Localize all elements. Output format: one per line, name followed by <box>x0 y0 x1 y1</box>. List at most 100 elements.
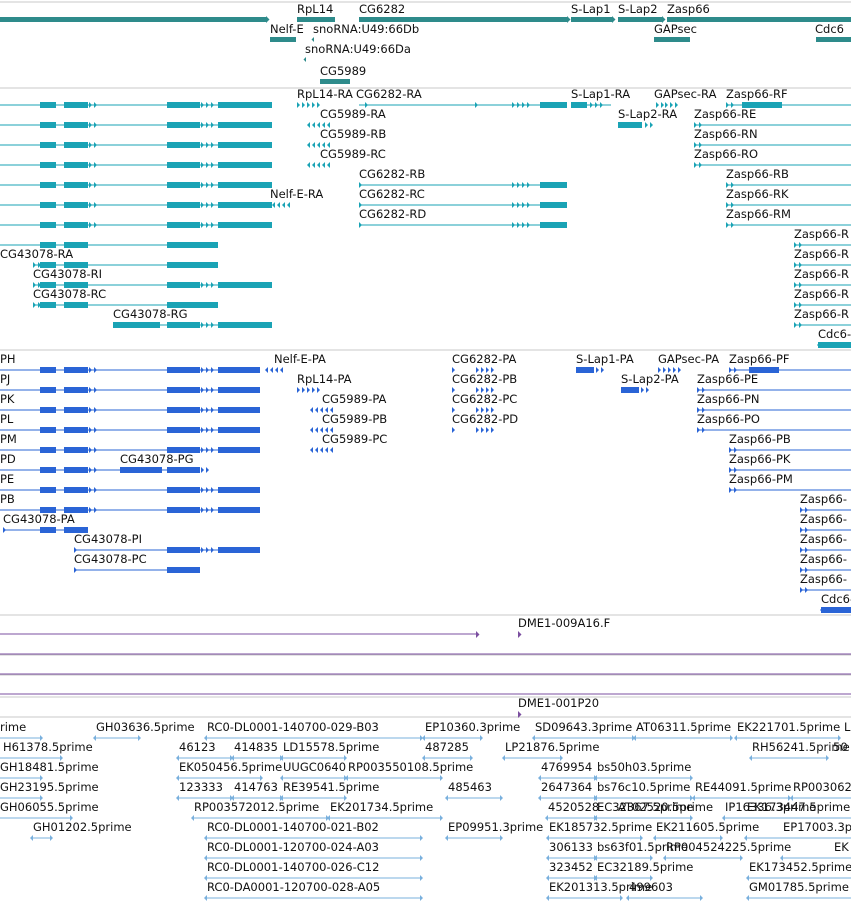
est-label[interactable]: RE39541.5prime <box>283 780 379 794</box>
est-label[interactable]: GH06055.5prime <box>0 800 99 814</box>
transcript-label[interactable]: Zasp66-RM <box>726 207 791 221</box>
est-label[interactable]: GH23195.5prime <box>0 780 99 794</box>
est-label[interactable]: UUGC0640 <box>283 760 346 774</box>
transcript-label[interactable]: S-Lap1-RA <box>571 87 630 101</box>
protein-label[interactable]: Zasp66-PB <box>729 432 791 446</box>
gene-label-cg5989[interactable]: CG5989 <box>320 64 366 78</box>
est-label[interactable]: LD15578.5prime <box>283 740 379 754</box>
est-label[interactable]: RP003550108.5prime <box>348 760 473 774</box>
est-label[interactable]: GH18481.5prime <box>0 760 99 774</box>
transcript-label[interactable]: RpL14-RA <box>297 87 353 101</box>
est-label[interactable]: RP003062 <box>793 780 851 794</box>
protein-label[interactable]: Zasp66-PN <box>697 392 760 406</box>
est-label[interactable]: EK201734.5prime <box>330 800 433 814</box>
est-label[interactable]: EK173447.5prime <box>747 800 850 814</box>
protein-label[interactable]: CG5989-PC <box>322 432 387 446</box>
est-label[interactable]: GH01202.5prime <box>33 820 132 834</box>
est-label[interactable]: 4769954 <box>541 760 592 774</box>
est-label[interactable]: bs63f01.5prime <box>597 840 688 854</box>
gene-label-snorna-66da[interactable]: snoRNA:U49:66Da <box>305 42 411 56</box>
est-label[interactable]: EC32189.5prime <box>597 860 693 874</box>
est-label[interactable]: RC0-DL0001-140700-021-B02 <box>207 820 379 834</box>
transcript-label[interactable]: CG5989-RB <box>320 127 386 141</box>
protein-label[interactable]: Zasp66- <box>800 552 847 566</box>
est-label[interactable]: 485463 <box>448 780 492 794</box>
est-label[interactable]: AT02520.5prime <box>618 800 713 814</box>
est-label[interactable]: 123333 <box>179 780 223 794</box>
protein-label[interactable]: CG6282-PB <box>452 372 517 386</box>
protein-label[interactable]: RpL14-PA <box>297 372 352 386</box>
transcript-label[interactable]: CG6282-RA <box>356 87 422 101</box>
protein-label[interactable]: CG5989-PA <box>322 392 387 406</box>
transcript-label[interactable]: Zasp66-RB <box>726 167 789 181</box>
transcript-label[interactable]: Zasp66-R <box>794 227 849 241</box>
protein-label[interactable]: Nelf-E-PA <box>274 352 326 366</box>
transcript-label[interactable]: Zasp66-R <box>794 287 849 301</box>
transcript-label[interactable]: Zasp66-R <box>794 307 849 321</box>
transcript-label[interactable]: CG43078-RC <box>33 287 106 301</box>
est-label[interactable]: 487285 <box>425 740 469 754</box>
est-label[interactable]: RH56241.5prime <box>752 740 850 754</box>
est-label[interactable]: RP003572012.5prime <box>194 800 319 814</box>
est-label[interactable]: RC0-DL0001-140700-029-B03 <box>207 720 379 734</box>
protein-label[interactable]: Zasp66-PE <box>697 372 758 386</box>
protein-label[interactable]: CG43078-PA <box>3 512 75 526</box>
est-label[interactable]: EK173452.5prime <box>749 860 851 874</box>
protein-label[interactable]: S-Lap2-PA <box>621 372 679 386</box>
gene-label-snorna-66db[interactable]: snoRNA:U49:66Db <box>313 22 419 36</box>
protein-label[interactable]: GAPsec-PA <box>658 352 719 366</box>
protein-label[interactable]: Zasp66-PK <box>729 452 791 466</box>
protein-label[interactable]: CG6282-PD <box>452 412 518 426</box>
transcript-label[interactable]: Zasp66-RE <box>694 107 756 121</box>
transcript-label[interactable]: CG6282-RC <box>359 187 425 201</box>
protein-label[interactable]: Zasp66-PF <box>729 352 790 366</box>
transcript-label[interactable]: CG43078-RG <box>113 307 188 321</box>
transcript-label[interactable]: Zasp66-R <box>794 247 849 261</box>
transcript-label[interactable]: CG6282-RD <box>359 207 426 221</box>
protein-label[interactable]: Cdc6- <box>821 592 851 606</box>
protein-label[interactable]: PE <box>0 472 14 486</box>
est-label[interactable]: 323452 <box>549 860 593 874</box>
est-label[interactable]: GH03636.5prime <box>96 720 195 734</box>
est-label[interactable]: EK <box>834 840 849 854</box>
gene-label-cdc6[interactable]: Cdc6 <box>815 22 844 36</box>
clone-label[interactable]: DME1-009A16.F <box>518 616 610 630</box>
est-label[interactable]: 2647364 <box>541 780 592 794</box>
est-label[interactable]: RP004524225.5prime <box>666 840 791 854</box>
est-label[interactable]: H61378.5prime <box>3 740 93 754</box>
gene-label-zasp66[interactable]: Zasp66 <box>667 2 710 16</box>
est-label[interactable]: bs76c10.5prime <box>597 780 690 794</box>
est-label[interactable]: SD09643.3prime <box>535 720 632 734</box>
transcript-label[interactable]: Nelf-E-RA <box>270 187 323 201</box>
transcript-label[interactable]: GAPsec-RA <box>654 87 717 101</box>
protein-label[interactable]: CG6282-PC <box>452 392 517 406</box>
protein-label[interactable]: PM <box>0 432 17 446</box>
protein-label[interactable]: Zasp66- <box>800 572 847 586</box>
protein-label[interactable]: CG5989-PB <box>322 412 387 426</box>
est-label[interactable]: RC0-DL0001-140700-026-C12 <box>207 860 379 874</box>
transcript-label[interactable]: CG5989-RA <box>320 107 386 121</box>
transcript-label[interactable]: CG6282-RB <box>359 167 425 181</box>
transcript-label[interactable]: S-Lap2-RA <box>618 107 677 121</box>
transcript-label[interactable]: CG43078-RA <box>0 247 73 261</box>
est-label[interactable]: EK050456.5prime <box>179 760 282 774</box>
protein-label[interactable]: CG43078-PG <box>120 452 194 466</box>
est-label[interactable]: 50 <box>833 740 848 754</box>
est-label[interactable]: EC32367.5prime <box>597 800 693 814</box>
transcript-label[interactable]: CG5989-RC <box>320 147 386 161</box>
protein-label[interactable]: Zasp66- <box>800 532 847 546</box>
est-label[interactable]: RC0-DL0001-120700-024-A03 <box>207 840 379 854</box>
protein-label[interactable]: Zasp66-PO <box>697 412 760 426</box>
est-label[interactable]: GM01785.5prime <box>749 880 849 894</box>
protein-label[interactable]: CG43078-PI <box>74 532 142 546</box>
est-label[interactable]: 4520528 <box>548 800 599 814</box>
clone-label[interactable]: DME1-001P20 <box>518 696 599 710</box>
est-label[interactable]: EK185732.5prime <box>549 820 652 834</box>
est-label[interactable]: IP16336.3prime <box>725 800 816 814</box>
gene-label-s-lap2[interactable]: S-Lap2 <box>618 2 658 16</box>
est-label[interactable]: EK221701.5prime <box>737 720 840 734</box>
protein-label[interactable]: S-Lap1-PA <box>576 352 634 366</box>
protein-label[interactable]: PK <box>0 392 15 406</box>
est-label[interactable]: RE44091.5prime <box>695 780 791 794</box>
protein-label[interactable]: CG43078-PC <box>74 552 147 566</box>
